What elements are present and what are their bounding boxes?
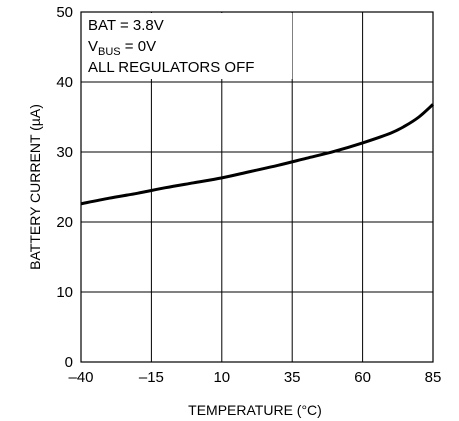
y-tick-label: 30 (56, 144, 73, 161)
plot-frame (80, 11, 434, 363)
condition-annotation: VBUS = 0V (88, 38, 156, 58)
condition-annotation: ALL REGULATORS OFF (88, 59, 254, 76)
x-axis-title: TEMPERATURE (°C) (188, 402, 322, 418)
x-tick-label: 85 (425, 369, 442, 386)
annotation-background (82, 13, 293, 79)
annotation-text: ALL REGULATORS OFF (88, 59, 254, 76)
x-tick-label: 35 (284, 369, 301, 386)
annotation-text: = 0V (121, 38, 156, 55)
y-tick-label: 10 (56, 284, 73, 301)
battery-current-curve (80, 103, 435, 206)
x-tick-label: –15 (139, 369, 164, 386)
y-tick-label: 0 (65, 354, 73, 371)
annotation-text: V (88, 38, 98, 55)
x-tick-label: 60 (354, 369, 371, 386)
condition-annotation: BAT = 3.8V (88, 17, 164, 34)
annotation-subscript: BUS (98, 46, 121, 58)
x-tick-label: –40 (68, 369, 93, 386)
y-tick-label: 40 (56, 74, 73, 91)
x-tick-label: 10 (213, 369, 230, 386)
y-tick-label: 50 (56, 4, 73, 21)
y-axis-title: BATTERY CURRENT (µA) (27, 104, 43, 270)
y-tick-label: 20 (56, 214, 73, 231)
annotation-text: BAT = 3.8V (88, 17, 164, 34)
